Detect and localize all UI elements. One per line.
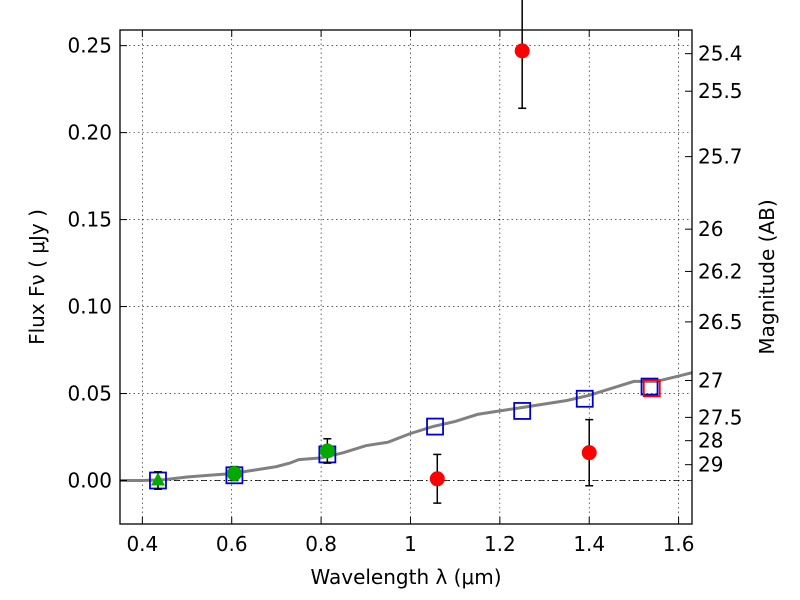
right-tick-label: 28 <box>698 429 723 453</box>
series-line <box>120 371 693 482</box>
model-square-marker <box>426 417 444 436</box>
x-tick-label: 1.6 <box>663 532 695 556</box>
right-tick-label: 25.7 <box>698 145 743 169</box>
right-tick-label: 29 <box>698 453 723 477</box>
upper-limit-marker <box>150 472 165 486</box>
y-tick-label: 0.20 <box>67 121 112 145</box>
data-point <box>319 443 335 459</box>
plot-frame <box>119 29 693 525</box>
right-tick-label: 26.5 <box>698 310 743 334</box>
y-tick-label: 0.25 <box>67 34 112 58</box>
grid <box>120 30 692 524</box>
x-tick-label: 1.4 <box>573 532 605 556</box>
y-tick-label: 0.00 <box>67 469 112 493</box>
y-axis-label: Flux Fν ( μJy ) <box>25 209 49 345</box>
model-square-marker <box>513 402 532 420</box>
data-point <box>429 471 445 487</box>
right-tick-label: 27 <box>698 368 723 392</box>
right-tick-label: 25.4 <box>698 42 743 66</box>
y-tick-label: 0.15 <box>67 208 112 232</box>
series-layer <box>120 0 693 504</box>
data-point <box>226 466 242 482</box>
ticks: 0.4 0.6 0.8 1 1.2 1.4 1.6 0.00 0.05 0.10 0.15 0.20 0… <box>67 30 743 556</box>
x-tick-label: 1 <box>404 532 417 556</box>
x-tick-label: 0.4 <box>126 532 158 556</box>
data-point <box>514 43 530 59</box>
y-axis-label-right: Magnitude (AB) <box>755 199 779 354</box>
x-axis-label: Wavelength λ (μm) <box>310 565 501 589</box>
data-point <box>581 445 597 461</box>
model-square-marker <box>640 377 659 396</box>
right-tick-label: 27.5 <box>698 405 743 429</box>
right-tick-label: 26 <box>698 217 723 241</box>
y-tick-label: 0.05 <box>67 382 112 406</box>
right-tick-label: 26.2 <box>698 259 743 283</box>
right-tick-label: 25.5 <box>698 79 743 103</box>
y-tick-label: 0.10 <box>67 295 112 319</box>
model-square-marker <box>575 389 594 408</box>
x-tick-label: 0.8 <box>305 532 337 556</box>
model-square-marker <box>642 379 661 398</box>
x-tick-label: 1.2 <box>484 532 516 556</box>
x-tick-label: 0.6 <box>216 532 248 556</box>
